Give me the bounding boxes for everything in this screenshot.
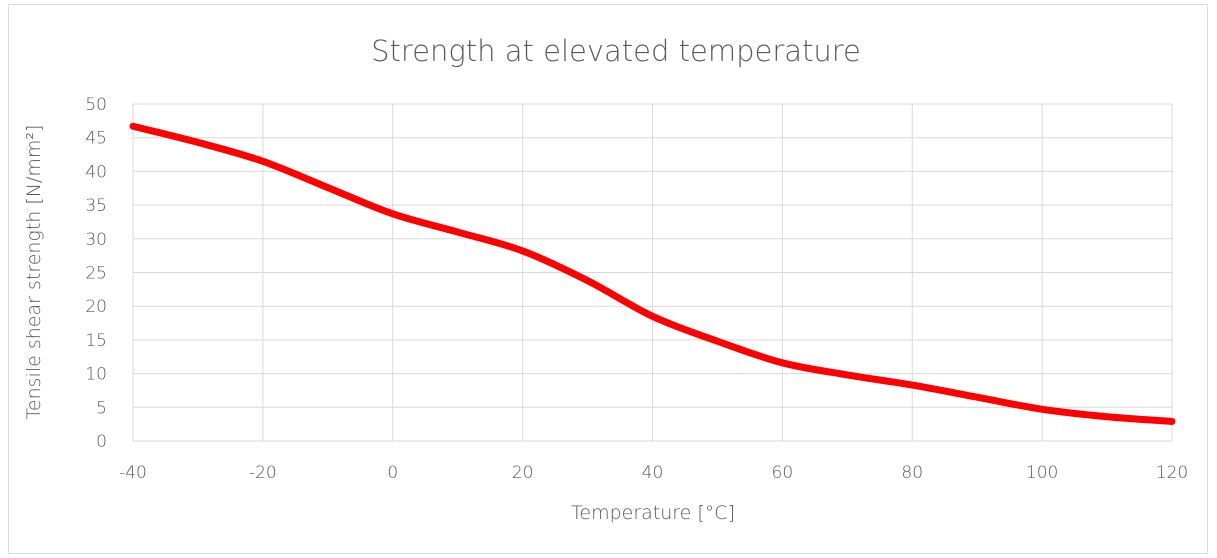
x-tick-label-0: 0 bbox=[387, 463, 398, 483]
y-tick-label-20: 20 bbox=[85, 297, 107, 317]
x-axis-title: Temperature [°C] bbox=[571, 502, 735, 524]
chart-area bbox=[8, 4, 1208, 554]
y-axis-title: Tensile shear strength [N/mm²] bbox=[23, 125, 45, 420]
y-tick-label-25: 25 bbox=[85, 264, 107, 284]
series-line-0 bbox=[129, 122, 1176, 425]
gridlines bbox=[132, 103, 1173, 442]
x-tick-label-80: 80 bbox=[901, 463, 923, 483]
y-tick-label-10: 10 bbox=[85, 365, 107, 385]
x-tick-label-20: 20 bbox=[512, 463, 534, 483]
x-tick-label--40: -40 bbox=[119, 463, 147, 483]
chart-title: Strength at elevated temperature bbox=[371, 34, 861, 68]
y-tick-label-15: 15 bbox=[85, 331, 107, 351]
x-tick-label-100: 100 bbox=[1026, 463, 1058, 483]
x-tick-label-60: 60 bbox=[772, 463, 794, 483]
y-tick-label-35: 35 bbox=[85, 196, 107, 216]
y-tick-label-30: 30 bbox=[85, 230, 107, 250]
y-axis-tick-labels: 0 5 10 15 20 25 30 35 40 45 50 bbox=[85, 95, 107, 452]
x-tick-label-120: 120 bbox=[1156, 463, 1188, 483]
y-tick-label-50: 50 bbox=[85, 95, 107, 115]
series-group bbox=[129, 122, 1176, 425]
x-tick-label-40: 40 bbox=[642, 463, 664, 483]
y-tick-label-45: 45 bbox=[85, 129, 107, 149]
y-tick-label-5: 5 bbox=[96, 398, 107, 418]
y-tick-label-40: 40 bbox=[85, 162, 107, 182]
y-tick-label-0: 0 bbox=[96, 432, 107, 452]
x-tick-label--20: -20 bbox=[249, 463, 277, 483]
x-axis-tick-labels: -40 -20 0 20 40 60 80 100 120 bbox=[119, 463, 1188, 483]
